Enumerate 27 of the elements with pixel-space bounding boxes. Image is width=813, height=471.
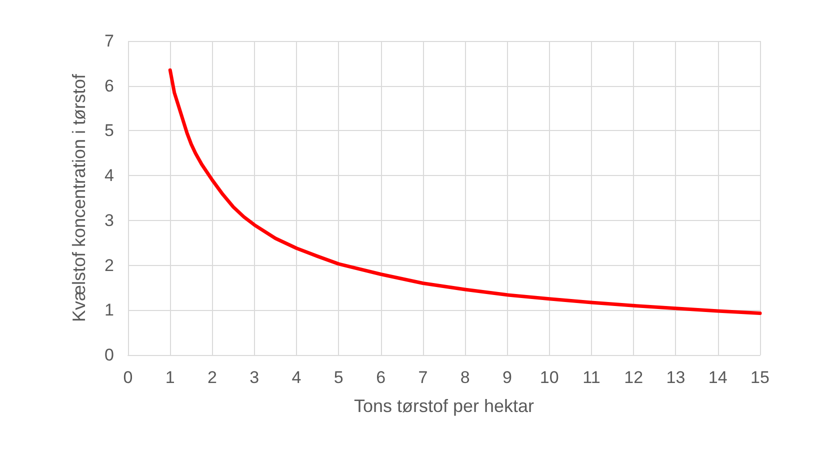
x-tick-label: 1 bbox=[165, 368, 175, 387]
y-tick-label: 2 bbox=[104, 256, 114, 275]
y-tick-label: 0 bbox=[104, 346, 114, 364]
x-tick-label: 11 bbox=[582, 368, 600, 387]
x-tick-label: 13 bbox=[666, 368, 686, 387]
x-axis-title: Tons tørstof per hektar bbox=[354, 396, 534, 416]
x-tick-label: 14 bbox=[708, 368, 728, 387]
x-tick-label: 7 bbox=[418, 368, 428, 387]
y-tick-label: 5 bbox=[104, 121, 114, 140]
y-tick-label: 7 bbox=[104, 32, 114, 50]
x-tick-label: 2 bbox=[208, 368, 217, 387]
x-tick-label: 0 bbox=[123, 368, 133, 387]
y-axis-title: Kvælstof koncentration i tørstof bbox=[69, 72, 89, 322]
x-tick-label: 8 bbox=[460, 368, 470, 387]
y-tick-label: 3 bbox=[104, 210, 114, 230]
x-tick-label: 12 bbox=[624, 368, 644, 387]
x-tick-label: 15 bbox=[750, 368, 770, 387]
x-tick-label: 10 bbox=[540, 368, 559, 387]
y-tick-label: 1 bbox=[104, 300, 114, 320]
line-series bbox=[168, 68, 762, 316]
x-tick-label: 4 bbox=[292, 368, 302, 387]
x-tick-label: 3 bbox=[250, 368, 260, 387]
x-tick-label: 6 bbox=[376, 368, 386, 387]
x-tick-label: 9 bbox=[502, 368, 512, 387]
y-tick-label: 4 bbox=[104, 166, 114, 186]
x-tick-label: 5 bbox=[334, 368, 344, 387]
y-tick-label: 6 bbox=[104, 76, 114, 96]
